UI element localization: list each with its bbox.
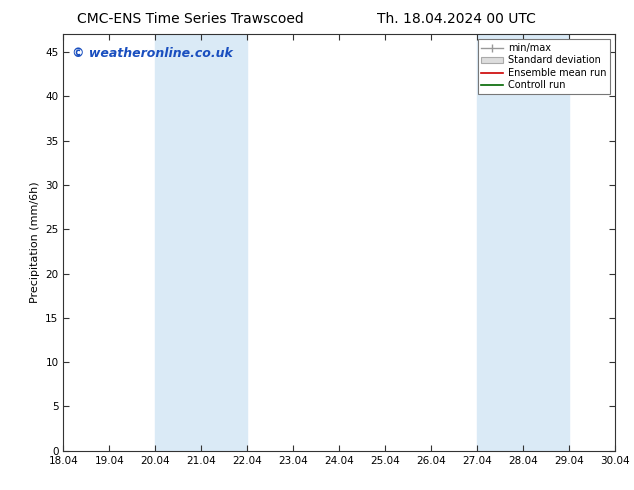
- Bar: [477, 34, 569, 451]
- Legend: min/max, Standard deviation, Ensemble mean run, Controll run: min/max, Standard deviation, Ensemble me…: [477, 39, 610, 94]
- Text: © weatheronline.co.uk: © weatheronline.co.uk: [72, 47, 233, 60]
- Text: Th. 18.04.2024 00 UTC: Th. 18.04.2024 00 UTC: [377, 12, 536, 26]
- Y-axis label: Precipitation (mm/6h): Precipitation (mm/6h): [30, 182, 40, 303]
- Bar: [155, 34, 247, 451]
- Text: CMC-ENS Time Series Trawscoed: CMC-ENS Time Series Trawscoed: [77, 12, 304, 26]
